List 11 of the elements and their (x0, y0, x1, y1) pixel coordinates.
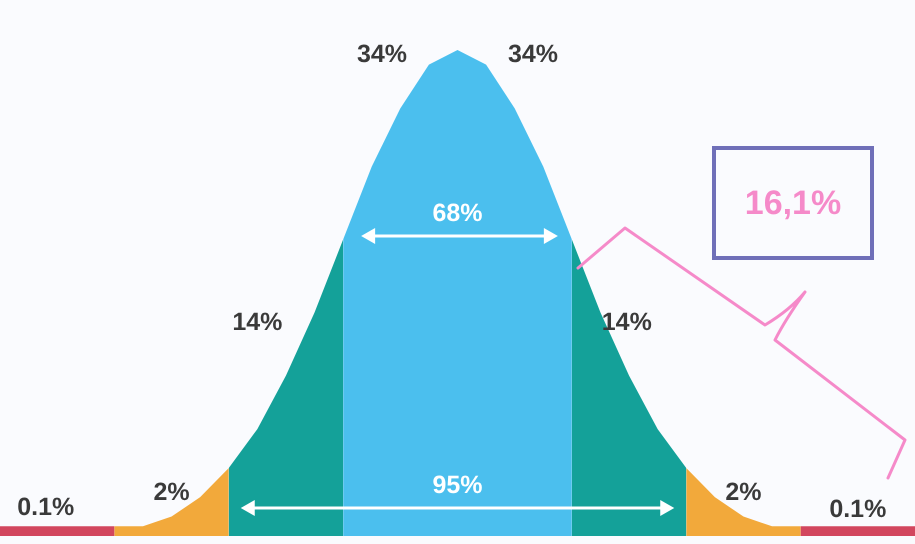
annotation: 34% (356, 40, 408, 68)
annotation: 68% (432, 198, 483, 227)
annotation: 14% (232, 308, 282, 336)
annotation: 16,1% (712, 146, 874, 260)
annotation: 2% (725, 478, 762, 506)
annotation: 95% (432, 470, 483, 499)
annotation: 34% (508, 40, 558, 68)
annotation: 0.1% (17, 492, 74, 521)
annotation: 14% (602, 308, 652, 336)
annotation: 0.1% (829, 494, 886, 523)
annotation: 2% (153, 478, 190, 506)
